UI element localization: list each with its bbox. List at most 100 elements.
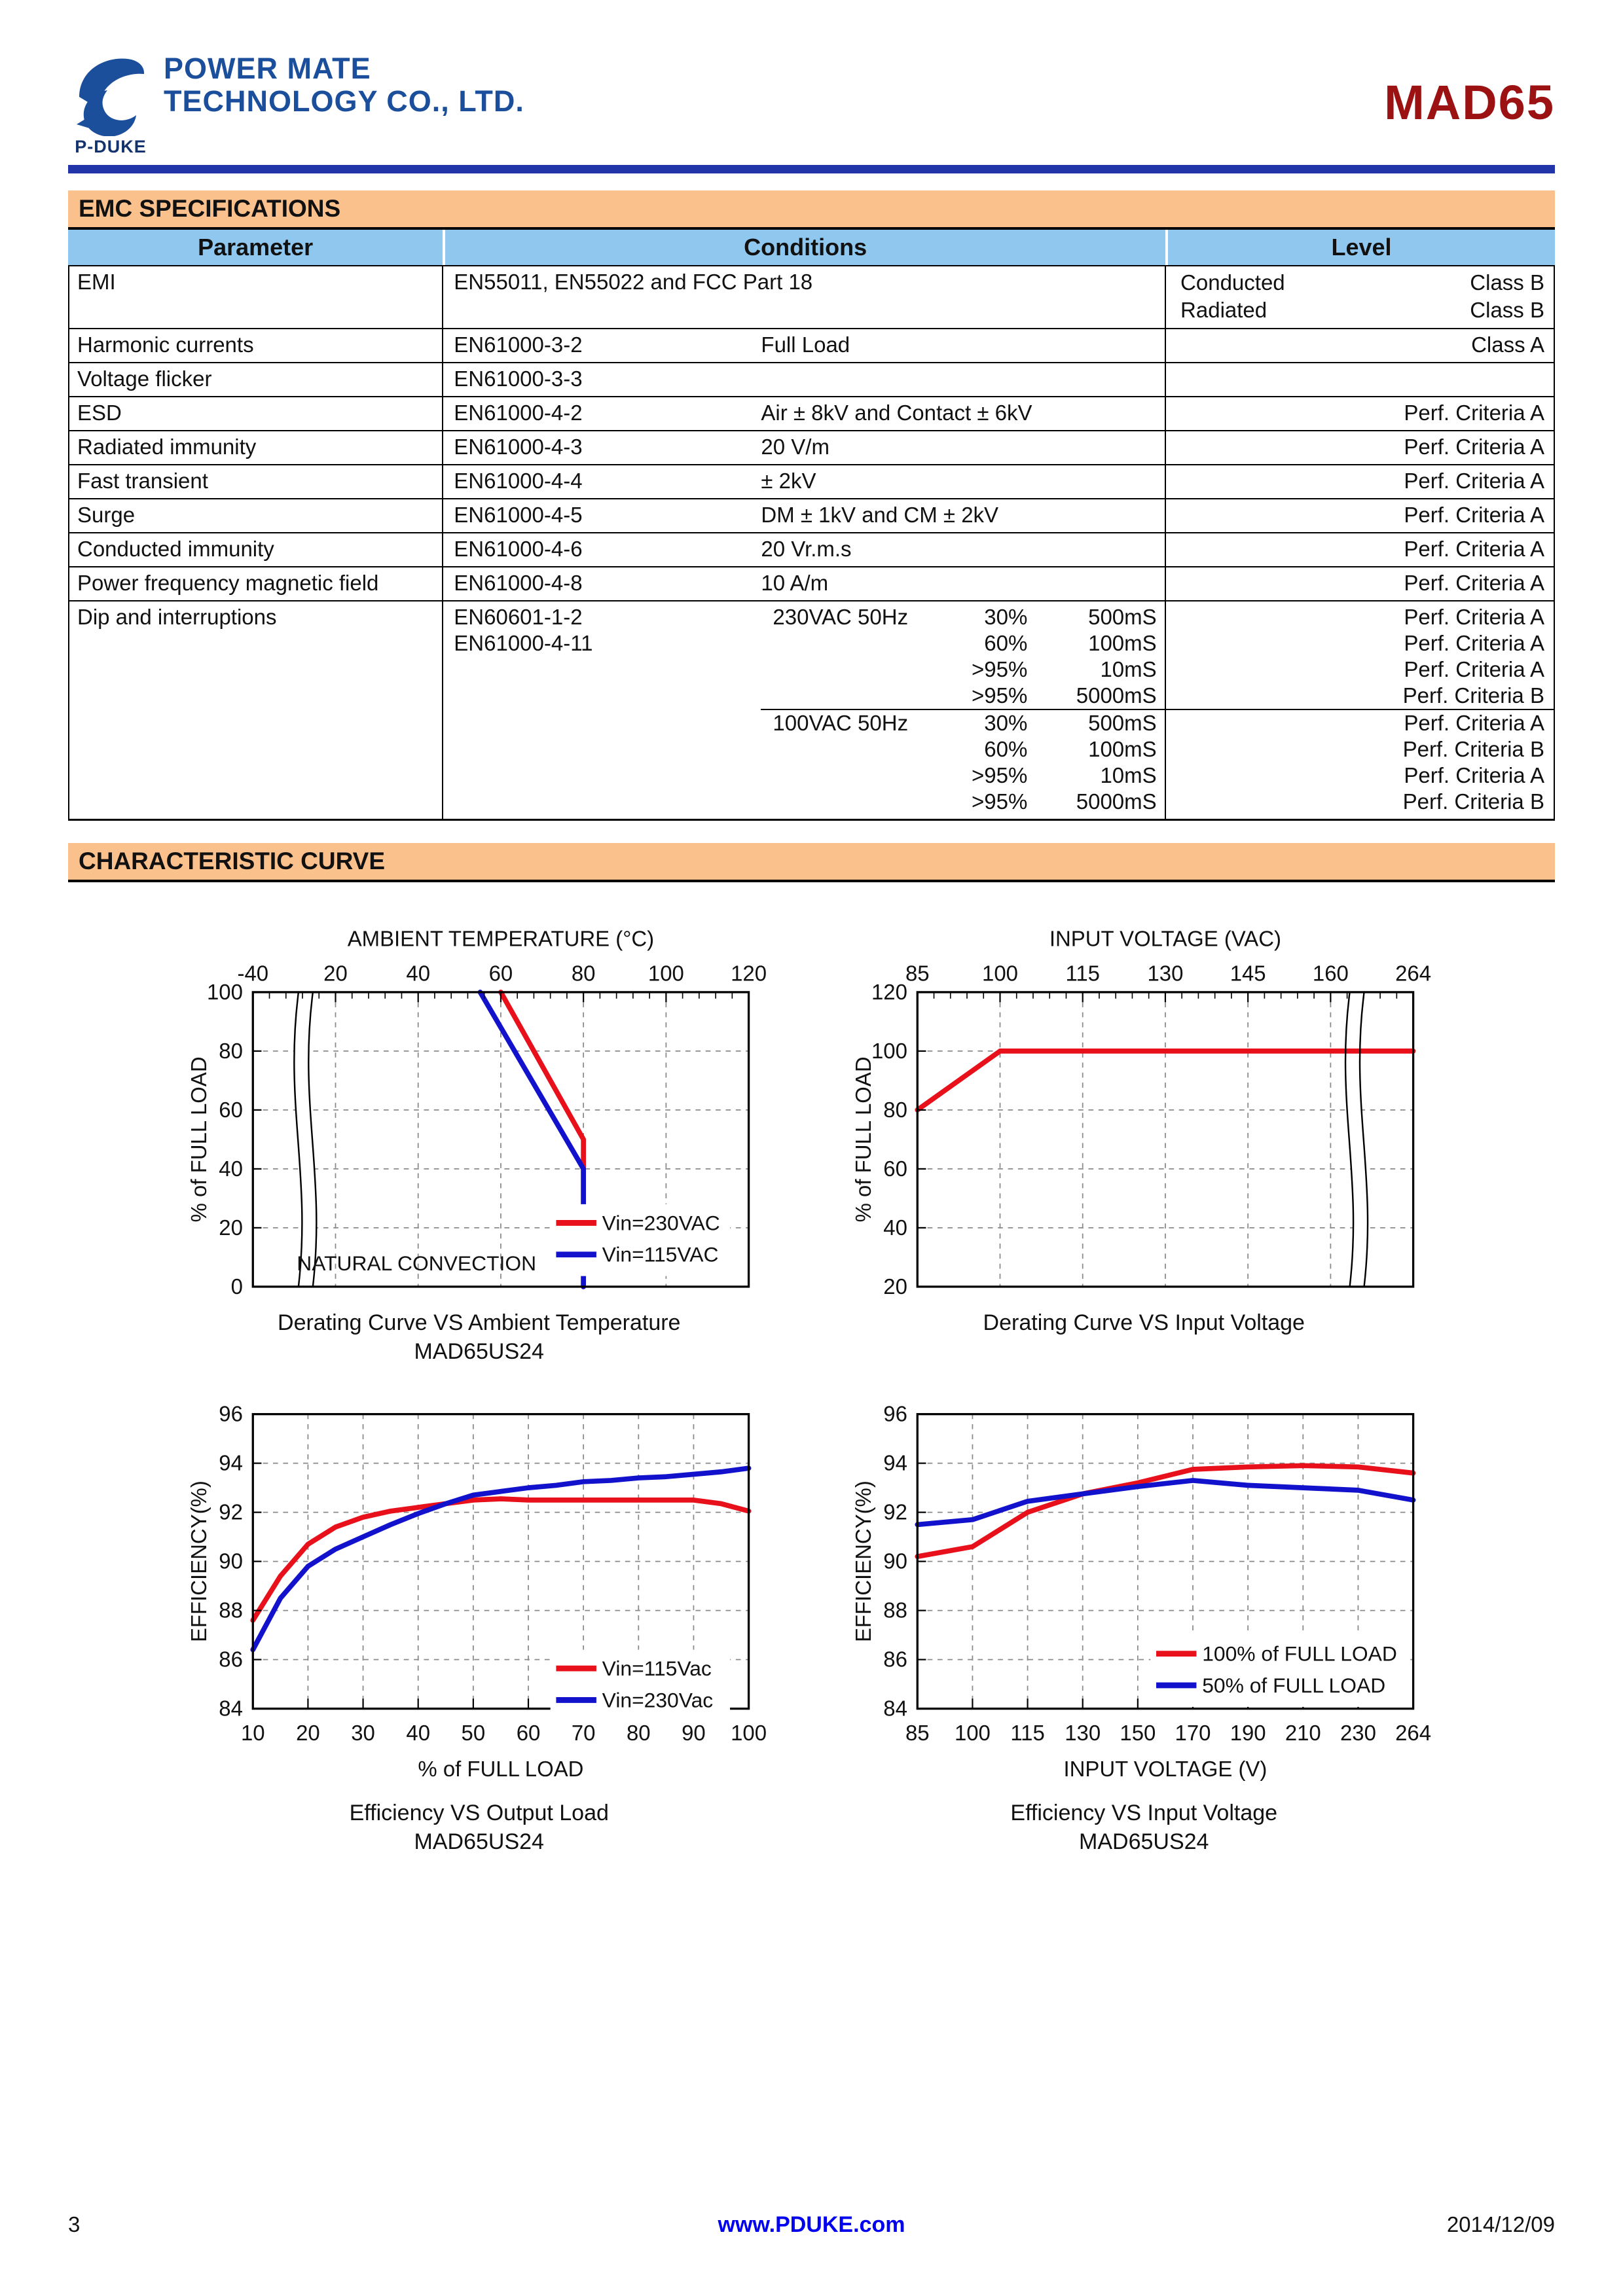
website-link[interactable]: www.PDUKE.com xyxy=(718,2212,905,2237)
chart-caption-line: Derating Curve VS Ambient Temperature xyxy=(278,1310,681,1335)
level-label: Conducted xyxy=(1180,270,1285,295)
param-cell: Harmonic currents xyxy=(69,329,444,362)
chart-caption-line: MAD65US24 xyxy=(414,1829,544,1854)
param-cell: EMI xyxy=(69,266,444,328)
level-value: Class B xyxy=(1470,298,1544,322)
dip-percent-value: >95% xyxy=(972,763,1028,787)
svg-text:90: 90 xyxy=(884,1549,908,1573)
condition-detail-cell: Air ± 8kV and Contact ± 6kV xyxy=(761,401,1032,425)
svg-text:80: 80 xyxy=(884,1098,908,1122)
dip-condition-row: >95% 10mS xyxy=(761,762,1165,789)
svg-text:80: 80 xyxy=(219,1039,243,1063)
condition-detail-cell xyxy=(761,363,1165,396)
chart-caption-line: Efficiency VS Input Voltage xyxy=(1010,1801,1278,1825)
logo-mark-text: P-DUKE xyxy=(75,137,147,156)
chart-canvas-derating-vs-ambient-temperature: -40 20 40 60 80 100 120 0 20 40 60 80 100 AMBIENT TEM… xyxy=(187,927,767,1299)
level-cell: Perf. Criteria A xyxy=(1165,499,1554,532)
svg-text:EFFICIENCY(%): EFFICIENCY(%) xyxy=(851,1480,875,1642)
param-cell: Voltage flicker xyxy=(69,363,444,396)
svg-text:90: 90 xyxy=(682,1721,706,1745)
standard-cell: EN61000-4-2 xyxy=(454,401,583,425)
svg-text:100% of FULL LOAD: 100% of FULL LOAD xyxy=(1202,1642,1397,1666)
chart-caption-line: Derating Curve VS Input Voltage xyxy=(983,1310,1305,1335)
svg-text:NATURAL CONVECTION: NATURAL CONVECTION xyxy=(297,1251,536,1275)
svg-text:40: 40 xyxy=(219,1157,243,1181)
svg-text:70: 70 xyxy=(572,1721,596,1745)
level-cell: Class A xyxy=(1165,329,1554,362)
table-row: Conducted immunity EN61000-4-6 20 Vr.m.s Pe… xyxy=(69,532,1554,566)
standard-cell: EN61000-4-6 xyxy=(454,537,583,561)
svg-text:160: 160 xyxy=(1313,961,1349,985)
dip-condition-row: 230VAC 50Hz 30% 500mS xyxy=(761,604,1165,630)
level-line: Perf. Criteria A xyxy=(1404,657,1544,681)
table-row: Harmonic currents EN61000-3-2 Full Load Cla… xyxy=(69,328,1554,362)
dip-condition-row: 60% 100mS xyxy=(761,736,1165,762)
param-cell: Surge xyxy=(69,499,444,532)
level-label: Radiated xyxy=(1180,298,1267,322)
chart-canvas-derating-vs-input-voltage: 85 100 115 130 145 160 264 20 40 60 80 100 120 INPUT … xyxy=(851,927,1431,1299)
level-value: Class B xyxy=(1470,270,1544,295)
svg-text:20: 20 xyxy=(219,1215,243,1240)
revision-date: 2014/12/09 xyxy=(1446,2212,1555,2236)
standard-cell: EN60601-1-2 EN61000-4-11 xyxy=(443,601,761,819)
svg-text:145: 145 xyxy=(1230,961,1266,985)
dip-percent-value: >95% xyxy=(972,789,1028,814)
condition-detail-cell: ± 2kV xyxy=(761,469,816,493)
table-row: Power frequency magnetic field EN61000-4-… xyxy=(69,566,1554,600)
dip-duration-value: 100mS xyxy=(1088,631,1157,655)
svg-text:84: 84 xyxy=(219,1696,243,1721)
dip-condition-block: 100VAC 50Hz 30% 500mS 60% 100mS >95% 10mS >95% 5… xyxy=(761,709,1165,815)
svg-text:Vin=230VAC: Vin=230VAC xyxy=(602,1211,720,1234)
dip-duration-value: 500mS xyxy=(1088,711,1157,735)
condition-detail-cell: 230VAC 50Hz 30% 500mS 60% 100mS >95% 10mS >95% 5… xyxy=(761,601,1165,819)
level-cell: Perf. Criteria A xyxy=(1165,397,1554,430)
page-number: 3 xyxy=(68,2212,81,2236)
column-header-conditions: Conditions xyxy=(443,230,1165,265)
curve-section-title: CHARACTERISTIC CURVE xyxy=(68,843,1555,882)
condition-detail-cell: DM ± 1kV and CM ± 2kV xyxy=(761,503,999,527)
standard-cell: EN61000-4-3 xyxy=(454,435,583,459)
table-row: Fast transient EN61000-4-4 ± 2kV Perf. Crit… xyxy=(69,464,1554,498)
level-cell: Conducted Class B Radiated Class B xyxy=(1165,266,1554,328)
chart-derating-vs-ambient-temperature: -40 20 40 60 80 100 120 0 20 40 60 80 100 AMBIENT TEM… xyxy=(158,906,800,1366)
company-name-line2: TECHNOLOGY CO., LTD. xyxy=(164,84,524,118)
level-line: Conducted Class B xyxy=(1166,269,1554,296)
dip-source-label xyxy=(761,736,938,762)
dip-source-label: 230VAC 50Hz xyxy=(773,605,909,629)
svg-text:90: 90 xyxy=(219,1549,243,1573)
svg-text:100: 100 xyxy=(871,1039,907,1063)
emc-section-title: EMC SPECIFICATIONS xyxy=(68,190,1555,230)
svg-text:92: 92 xyxy=(219,1500,243,1524)
svg-text:96: 96 xyxy=(884,1402,908,1426)
chart-canvas-efficiency-vs-output-load: 10 20 30 40 50 60 70 80 90 100 84 86 88 90 92 94 96 % of … xyxy=(187,1402,767,1781)
level-line: Perf. Criteria A xyxy=(1404,711,1544,735)
condition-detail-cell: 20 V/m xyxy=(761,435,830,459)
svg-text:60: 60 xyxy=(884,1157,908,1181)
level-cell: Perf. Criteria A xyxy=(1165,533,1554,566)
param-cell: Fast transient xyxy=(69,465,444,498)
svg-text:60: 60 xyxy=(219,1098,243,1122)
product-title: MAD65 xyxy=(1384,75,1555,130)
svg-text:Vin=230Vac: Vin=230Vac xyxy=(602,1688,713,1712)
emc-table-header: Parameter Conditions Level xyxy=(68,230,1555,265)
dip-source-label xyxy=(761,789,938,815)
standard-cell: EN61000-3-3 xyxy=(454,367,583,391)
dip-duration-value: 500mS xyxy=(1088,605,1157,629)
svg-text:60: 60 xyxy=(488,961,513,985)
page-header: P-DUKE POWER MATE TECHNOLOGY CO., LTD. M… xyxy=(68,0,1555,157)
svg-text:40: 40 xyxy=(406,961,430,985)
dip-percent-value: 30% xyxy=(984,711,1028,735)
svg-text:170: 170 xyxy=(1175,1721,1211,1745)
svg-text:-40: -40 xyxy=(237,961,268,985)
svg-text:20: 20 xyxy=(323,961,348,985)
level-line: Perf. Criteria A xyxy=(1404,605,1544,629)
svg-text:120: 120 xyxy=(871,980,907,1004)
standard-line: EN60601-1-2 xyxy=(454,605,583,629)
svg-text:92: 92 xyxy=(884,1500,908,1524)
level-line: Radiated Class B xyxy=(1166,296,1554,324)
svg-text:100: 100 xyxy=(982,961,1018,985)
svg-text:Vin=115VAC: Vin=115VAC xyxy=(602,1243,718,1266)
level-line: Perf. Criteria B xyxy=(1402,789,1544,814)
svg-text:% of FULL LOAD: % of FULL LOAD xyxy=(187,1056,211,1222)
level-cell: Perf. Criteria A xyxy=(1165,431,1554,464)
